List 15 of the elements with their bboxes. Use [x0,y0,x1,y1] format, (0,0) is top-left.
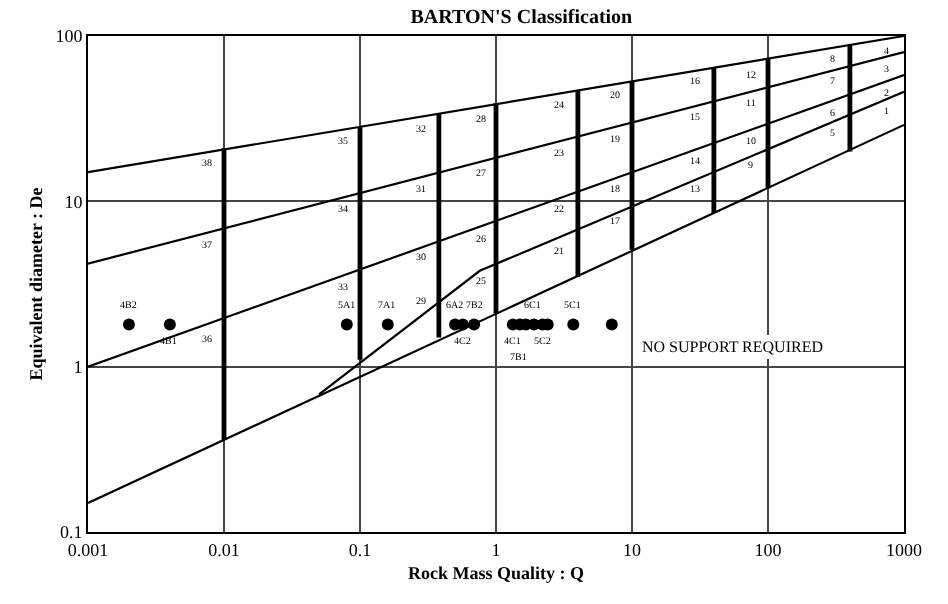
x-tick-label: 0.001 [67,539,109,560]
y-tick-label: 1 [73,356,83,377]
x-tick-label: 100 [754,539,783,560]
y-axis-title: Equivalent diameter : De [26,187,47,381]
x-axis-title: Rock Mass Quality : Q [407,563,585,584]
x-tick-label: 10 [623,539,642,560]
x-tick-label: 0.01 [208,539,240,560]
x-tick-label: 1 [491,539,501,560]
x-tick-label: 1000 [886,539,923,560]
y-tick-label: 0.1 [59,522,83,543]
y-tick-label: 10 [64,191,84,212]
annotation: NO SUPPORT REQUIRED [642,338,824,356]
chart-title: BARTON'S Classification [410,7,634,30]
x-tick-label: 0.1 [348,539,372,560]
y-tick-label: 100 [55,26,84,47]
